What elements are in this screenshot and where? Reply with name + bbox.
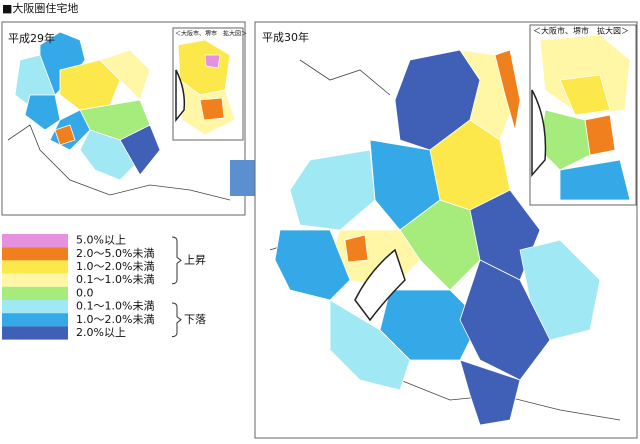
legend-group-label: 上昇 <box>184 253 206 266</box>
region <box>559 74 611 116</box>
region <box>199 97 225 121</box>
region <box>329 299 411 391</box>
map-label: 平成29年 <box>8 31 55 45</box>
page-title: ■大阪圏住宅地 <box>2 1 78 15</box>
legend-label: 0.1～1.0%未満 <box>76 300 154 313</box>
region <box>494 49 521 131</box>
legend: 5.0%以上2.0～5.0%未満1.0～2.0%未満0.1～1.0%未満0.00… <box>2 234 206 340</box>
region <box>344 234 369 263</box>
map-h30: ＜大阪市、堺市 拡大図＞ 平成30年 <box>254 21 638 439</box>
inset-label: ＜大阪市、堺市 拡大図＞ <box>175 30 247 38</box>
legend-bracket <box>171 302 182 338</box>
legend-label: 1.0～2.0%未満 <box>76 313 154 326</box>
region <box>459 259 551 381</box>
legend-swatch <box>2 247 68 261</box>
legend-label: 1.0～2.0%未満 <box>76 260 154 273</box>
legend-swatch <box>2 260 68 274</box>
legend-bracket <box>171 236 182 285</box>
legend-swatch <box>2 313 68 327</box>
coast <box>354 248 406 322</box>
region <box>99 49 151 101</box>
region <box>204 54 221 69</box>
coast <box>531 89 547 178</box>
region <box>24 94 61 131</box>
legend-swatch <box>2 286 68 300</box>
map-h29: ＜大阪市、堺市 拡大図＞ 平成29年 <box>1 21 247 216</box>
region <box>559 159 631 201</box>
legend-label: 5.0%以上 <box>76 234 126 247</box>
region <box>539 34 631 116</box>
legend-label: 0.0 <box>76 286 94 299</box>
legend-label: 2.0～5.0%未満 <box>76 247 154 260</box>
region <box>119 124 161 176</box>
map-label: 平成30年 <box>262 30 309 44</box>
legend-group-label: 下落 <box>184 313 206 326</box>
prefecture-border <box>7 124 231 201</box>
legend-swatch <box>2 273 68 287</box>
legend-swatch <box>2 234 68 248</box>
legend-swatch <box>2 300 68 314</box>
region <box>54 124 76 146</box>
region <box>459 359 521 426</box>
legend-label: 0.1～1.0%未満 <box>76 273 154 286</box>
legend-label: 2.0%以上 <box>76 326 126 339</box>
coast <box>175 69 186 123</box>
inset-label: ＜大阪市、堺市 拡大図＞ <box>533 26 629 36</box>
legend-swatch <box>2 326 68 340</box>
